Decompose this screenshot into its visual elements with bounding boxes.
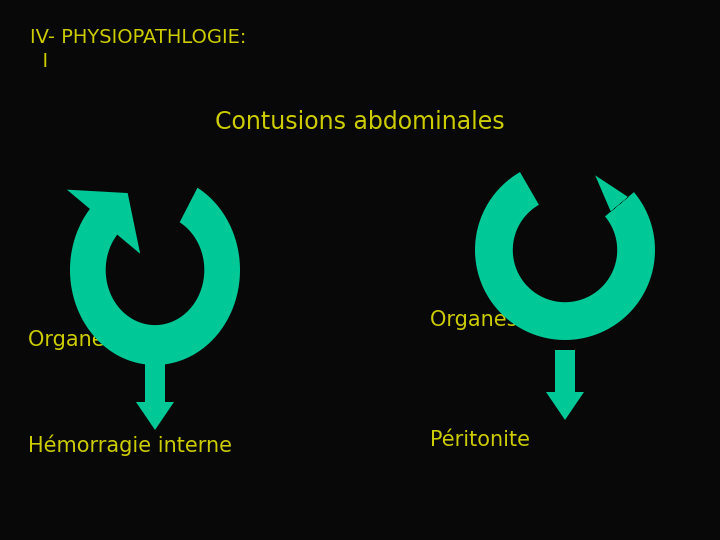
Text: I: I <box>30 52 48 71</box>
FancyArrow shape <box>136 360 174 430</box>
Text: IV- PHYSIOPATHLOGIE:: IV- PHYSIOPATHLOGIE: <box>30 28 246 47</box>
Text: Organes pleins: Organes pleins <box>28 330 184 350</box>
Text: Contusions abdominales: Contusions abdominales <box>215 110 505 134</box>
Text: Hémorragie interne: Hémorragie interne <box>28 435 232 456</box>
FancyArrow shape <box>546 350 584 420</box>
Text: Péritonite: Péritonite <box>430 430 530 450</box>
Polygon shape <box>67 188 240 365</box>
Text: Organes creux: Organes creux <box>430 310 582 330</box>
Polygon shape <box>475 172 655 340</box>
